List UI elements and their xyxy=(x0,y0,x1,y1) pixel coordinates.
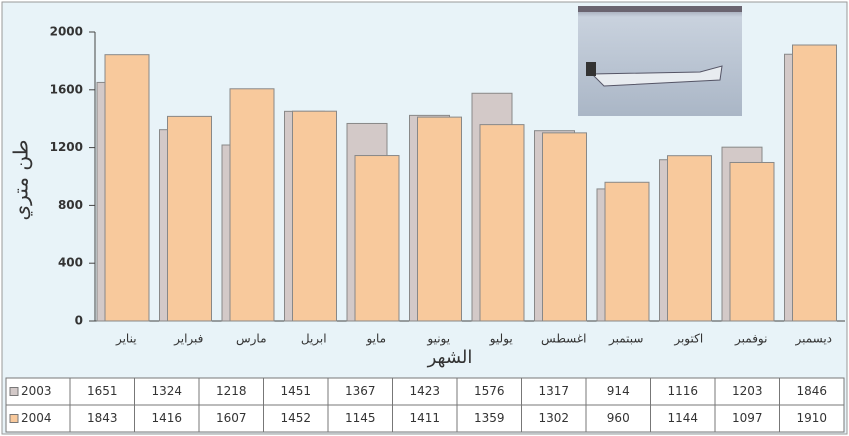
bar xyxy=(292,110,337,322)
table-cell: 1843 xyxy=(87,411,118,425)
table-cell: 1116 xyxy=(667,384,698,398)
x-tick-label: ديسمبر xyxy=(794,332,832,347)
x-tick-label: ابريل xyxy=(301,332,327,347)
table-cell: 1145 xyxy=(345,411,376,425)
x-tick-label: مارس xyxy=(236,332,267,347)
x-tick-label: اغسطس xyxy=(541,332,586,347)
table-cell: 914 xyxy=(607,384,630,398)
y-tick-label: 800 xyxy=(58,198,83,212)
bar xyxy=(104,54,150,322)
legend-swatch xyxy=(9,414,19,423)
bar xyxy=(729,161,775,322)
x-tick-label: نوفمبر xyxy=(734,332,767,347)
bar xyxy=(417,116,462,322)
table-cell: 1452 xyxy=(280,411,311,425)
table-cell: 960 xyxy=(607,411,630,425)
table-cell: 1910 xyxy=(796,411,827,425)
legend-label: 2003 xyxy=(21,384,52,398)
y-axis-title: طن متري xyxy=(9,140,34,221)
y-tick-label: 2000 xyxy=(50,25,83,39)
table-cell: 1576 xyxy=(474,384,505,398)
y-tick-label: 0 xyxy=(75,314,83,328)
x-axis-title: الشهر xyxy=(427,347,473,368)
table-cell: 1423 xyxy=(409,384,440,398)
x-tick-label: فبراير xyxy=(173,332,203,347)
bar xyxy=(167,115,212,322)
bar xyxy=(354,155,400,322)
table-cell: 1846 xyxy=(796,384,827,398)
x-tick-label: اكتوبر xyxy=(673,332,703,347)
x-tick-label: سبتمبر xyxy=(608,332,643,347)
table-cell: 1451 xyxy=(280,384,311,398)
x-tick-label: يناير xyxy=(115,332,137,347)
table-cell: 1607 xyxy=(216,411,247,425)
x-tick-label: يوليو xyxy=(489,332,513,347)
x-tick-label: يونيو xyxy=(426,332,450,347)
bar xyxy=(667,155,712,322)
bar xyxy=(479,124,525,322)
table-cell: 1411 xyxy=(409,411,440,425)
photo xyxy=(578,6,742,116)
table-cell: 1144 xyxy=(667,411,698,425)
y-tick-label: 400 xyxy=(58,256,83,270)
bar xyxy=(229,88,275,322)
table-cell: 1324 xyxy=(151,384,182,398)
table-cell: 1218 xyxy=(216,384,247,398)
table-cell: 1203 xyxy=(732,384,763,398)
table-cell: 1302 xyxy=(538,411,569,425)
table-cell: 1416 xyxy=(151,411,182,425)
table-cell: 1651 xyxy=(87,384,118,398)
table-cell: 1359 xyxy=(474,411,505,425)
table-cell: 1367 xyxy=(345,384,376,398)
y-tick-label: 1200 xyxy=(50,140,83,154)
legend-swatch xyxy=(9,387,19,396)
x-tick-label: مايو xyxy=(365,332,386,347)
table-cell: 1317 xyxy=(538,384,569,398)
bar xyxy=(792,44,837,322)
legend-label: 2004 xyxy=(21,411,52,425)
bar xyxy=(604,181,650,322)
y-tick-label: 1600 xyxy=(50,82,83,96)
table-cell: 1097 xyxy=(732,411,763,425)
bar xyxy=(542,132,587,322)
